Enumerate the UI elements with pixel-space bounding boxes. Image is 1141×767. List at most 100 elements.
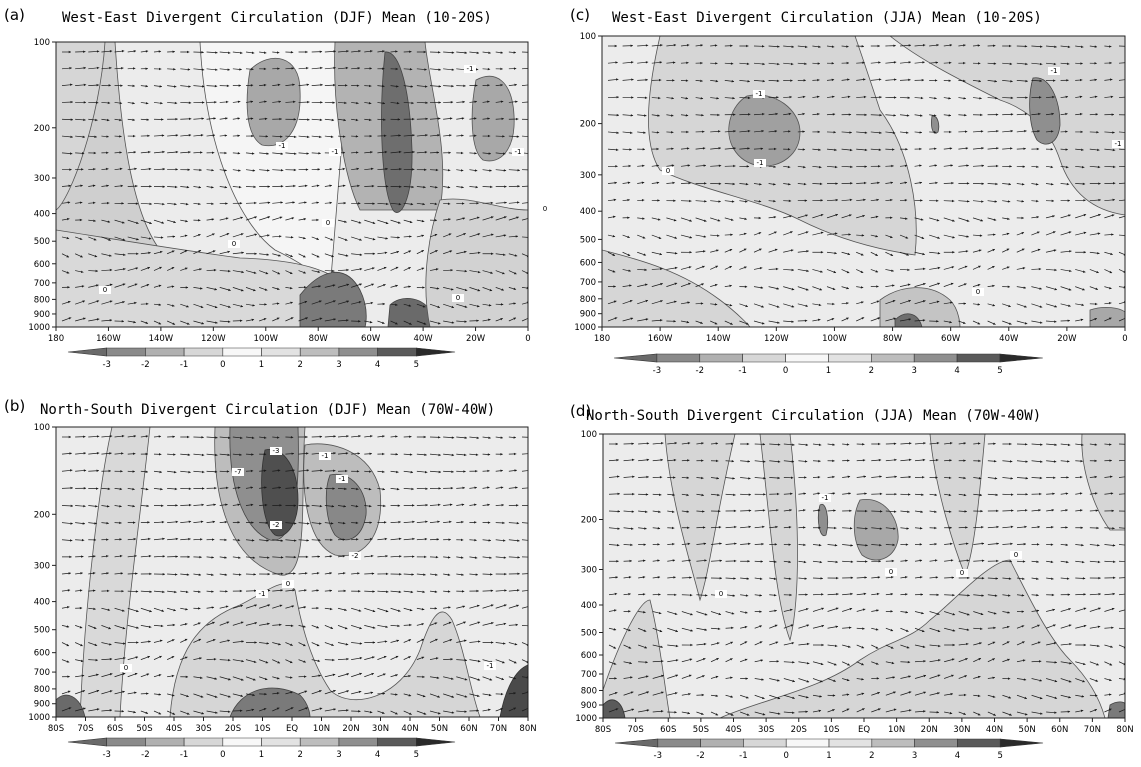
wind-vector-head (93, 626, 97, 629)
wind-vector-head (214, 84, 218, 88)
wind-vector-head (188, 117, 192, 121)
wind-vector-head (464, 678, 468, 681)
wind-vector-head (383, 655, 387, 659)
wind-vector-head (904, 164, 908, 168)
x-tick-label: 80W (883, 334, 903, 344)
wind-vector-head (294, 539, 297, 542)
wind-vector-head (305, 50, 308, 54)
wind-vector (1118, 544, 1125, 546)
wind-vector-head (237, 521, 240, 524)
wind-vector-head (435, 638, 438, 642)
x-tick-label: 60W (361, 334, 381, 344)
wind-vector-head (1039, 79, 1042, 83)
wind-vector-head (686, 320, 690, 324)
wind-vector-head (920, 593, 923, 596)
wind-vector-head (718, 525, 722, 529)
wind-vector-head (355, 521, 359, 525)
wind-vector-head (732, 594, 736, 597)
wind-vector-head (529, 84, 531, 86)
wind-vector-head (399, 572, 402, 576)
wind-vector-head (761, 129, 764, 133)
wind-vector-head (488, 318, 491, 322)
wind-vector-head (789, 95, 792, 99)
wind-vector-head (464, 320, 467, 323)
wind-vector-head (819, 560, 823, 564)
wind-vector-head (804, 62, 807, 66)
wind-vector-head (817, 492, 820, 495)
wind-vector-head (517, 539, 520, 542)
wind-vector-head (714, 44, 718, 47)
wind-vector-head (185, 590, 189, 594)
wind-vector-head (276, 51, 280, 54)
wind-vector-head (83, 452, 86, 455)
wind-vector (521, 606, 528, 609)
wind-vector-head (435, 186, 438, 189)
wind-vector-head (847, 95, 851, 99)
wind-vector-head (977, 44, 981, 47)
wind-vector-head (489, 288, 493, 292)
wind-vector-head (185, 286, 189, 289)
wind-vector-head (759, 610, 762, 613)
wind-vector-head (627, 181, 631, 184)
wind-vector-head (333, 435, 336, 438)
wind-vector-head (200, 151, 203, 154)
wind-vector-head (214, 305, 218, 309)
wind-vector-head (1009, 44, 1012, 48)
colorbar-label: 5 (414, 360, 419, 370)
wind-vector-head (500, 83, 503, 87)
contour-label-bg (1048, 67, 1060, 75)
vector-field (61, 49, 531, 325)
wind-vector-head (186, 712, 190, 715)
wind-vector-head (1054, 443, 1057, 447)
wind-vector-head (743, 248, 747, 251)
wind-vector-head (642, 148, 645, 151)
wind-vector-head (759, 641, 763, 644)
wind-vector-head (332, 487, 335, 490)
wind-vector-head (344, 220, 347, 223)
wind-vector-head (1079, 78, 1083, 82)
wind-vector-head (175, 504, 178, 507)
wind-vector-head (1065, 112, 1068, 116)
wind-vector-head (862, 459, 866, 462)
wind-vector-head (627, 198, 630, 202)
wind-vector-head (476, 319, 479, 322)
wind-vector-head (1127, 165, 1129, 167)
wind-vector-head (718, 509, 721, 513)
contour-region (759, 434, 798, 642)
wind-vector-head (789, 508, 792, 512)
wind-vector-head (320, 83, 323, 87)
wind-vector-head (438, 453, 441, 457)
wind-vector-head (395, 303, 398, 307)
wind-vector-head (700, 97, 704, 100)
wind-vector-head (279, 604, 283, 607)
wind-vector-head (803, 182, 807, 186)
wind-vector-head (657, 114, 660, 117)
wind-vector-head (980, 612, 984, 616)
wind-vector-head (703, 164, 706, 167)
wind-vector-head (717, 113, 720, 117)
wind-vector-head (490, 216, 494, 219)
wind-vector-head (656, 181, 660, 185)
wind-vector (1118, 459, 1125, 462)
wind-vector-head (1109, 443, 1112, 446)
wind-vector-head (1024, 305, 1027, 308)
wind-vector-head (748, 113, 751, 116)
wind-vector-head (277, 83, 281, 87)
wind-vector-head (963, 79, 966, 83)
wind-vector-head (906, 114, 910, 117)
wind-vector-head (630, 131, 633, 135)
wind-vector-head (434, 202, 438, 206)
wind-vector-head (240, 216, 243, 220)
wind-vector-head (747, 560, 750, 563)
wind-vector-head (759, 577, 763, 580)
wind-vector-head (333, 318, 336, 321)
wind-vector-head (211, 186, 214, 189)
wind-vector-head (66, 255, 70, 258)
wind-vector-head (1025, 79, 1028, 83)
wind-vector-head (408, 656, 411, 659)
wind-vector-head (397, 504, 401, 507)
wind-vector-head (370, 537, 373, 541)
wind-vector-head (513, 692, 516, 695)
wind-vector-head (250, 486, 254, 489)
wind-vector (1118, 301, 1125, 305)
